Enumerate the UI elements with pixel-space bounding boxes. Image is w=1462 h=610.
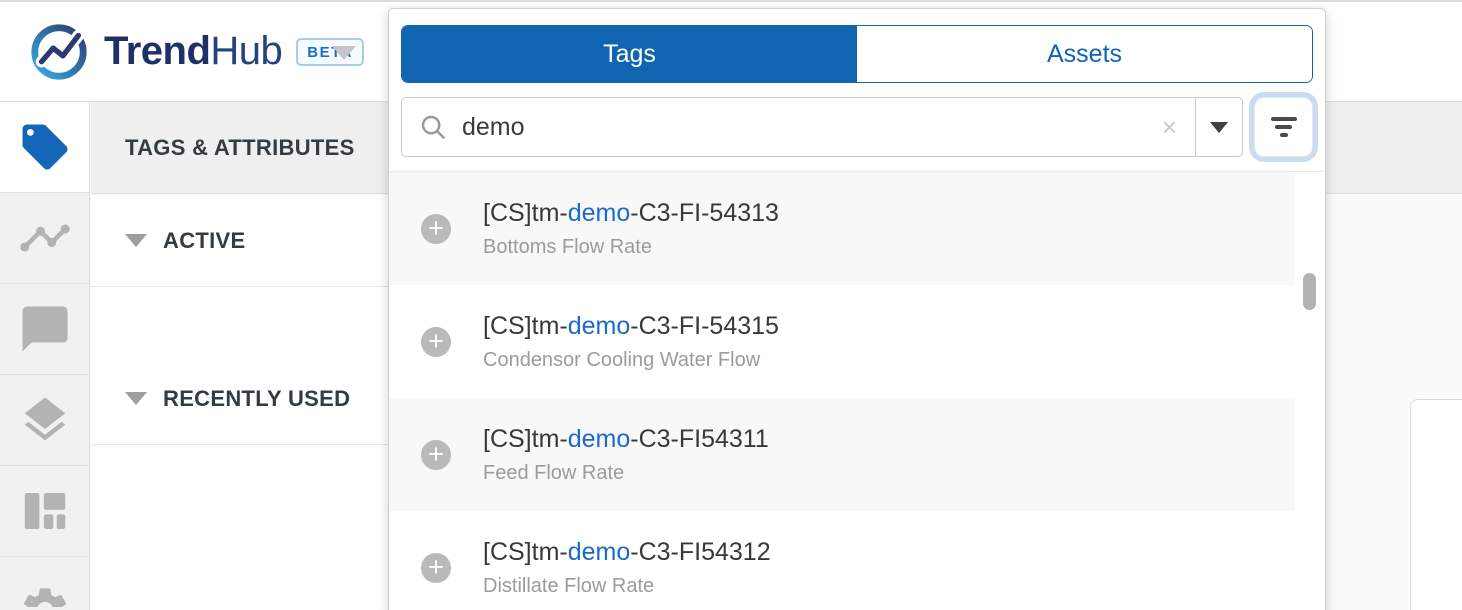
result-row[interactable]: + [CS]tm-demo-C3-FI54312 Distillate Flow… xyxy=(389,511,1295,610)
sidebar-item-tags[interactable] xyxy=(0,102,89,193)
panel-title: TAGS & ATTRIBUTES xyxy=(125,134,355,160)
background-card xyxy=(1410,399,1462,610)
divider xyxy=(389,171,1325,172)
layers-icon xyxy=(24,397,65,441)
search-icon xyxy=(421,115,446,140)
trend-icon xyxy=(19,224,70,252)
search-match-highlight: demo xyxy=(567,198,631,227)
add-tag-button[interactable]: + xyxy=(421,326,451,357)
brand-name-light: Hub xyxy=(210,29,283,73)
clear-search-icon[interactable]: × xyxy=(1161,111,1177,142)
result-row[interactable]: + [CS]tm-demo-C3-FI-54315 Condensor Cool… xyxy=(389,285,1295,398)
tag-name: [CS]tm-demo-C3-FI-54313 xyxy=(483,198,779,227)
beta-badge: BETA xyxy=(296,37,365,66)
add-tag-button[interactable]: + xyxy=(421,439,451,470)
filter-button[interactable] xyxy=(1254,97,1313,157)
sidebar-item-settings[interactable] xyxy=(0,557,89,607)
trendhub-logo-icon xyxy=(31,23,87,80)
section-recently-used[interactable]: RECENTLY USED xyxy=(91,353,388,445)
brand-dropdown-chevron-icon[interactable] xyxy=(332,46,356,60)
tag-description: Condensor Cooling Water Flow xyxy=(483,348,761,371)
trendhub-logo: TrendHub BETA xyxy=(28,21,365,83)
chevron-down-icon xyxy=(125,392,147,405)
tag-icon xyxy=(22,124,67,170)
section-active[interactable]: ACTIVE xyxy=(91,195,388,287)
sidebar-item-dashboard[interactable] xyxy=(0,466,89,557)
result-row[interactable]: + [CS]tm-demo-C3-FI54311 Feed Flow Rate xyxy=(389,398,1295,511)
sidebar-item-trends[interactable] xyxy=(0,193,89,284)
tag-name: [CS]tm-demo-C3-FI54311 xyxy=(483,424,769,453)
filter-icon xyxy=(1270,117,1297,121)
tab-assets[interactable]: Assets xyxy=(857,26,1312,82)
tag-description: Feed Flow Rate xyxy=(483,461,625,484)
tags-attributes-panel: ACTIVE RECENTLY USED xyxy=(91,195,388,610)
tag-description: Bottoms Flow Rate xyxy=(483,235,652,258)
search-dropdown-toggle[interactable] xyxy=(1196,121,1242,133)
add-tag-button[interactable]: + xyxy=(421,552,451,583)
chevron-down-icon xyxy=(125,234,147,247)
brand-name: TrendHub xyxy=(104,29,283,74)
tag-search-popover: Tags Assets × + xyxy=(388,8,1326,610)
tag-name: [CS]tm-demo-C3-FI54312 xyxy=(483,537,771,566)
section-active-content xyxy=(91,287,388,353)
search-row: × xyxy=(401,97,1313,157)
tag-description: Distillate Flow Rate xyxy=(483,574,655,597)
tag-name: [CS]tm-demo-C3-FI-54315 xyxy=(483,311,779,340)
search-match-highlight: demo xyxy=(567,311,631,340)
tab-tags[interactable]: Tags xyxy=(402,26,857,82)
brand-name-bold: Trend xyxy=(104,29,211,73)
divider xyxy=(1195,98,1196,156)
section-recently-used-label: RECENTLY USED xyxy=(163,385,351,411)
caret-down-icon xyxy=(1210,121,1228,133)
sidebar-item-comments[interactable] xyxy=(0,284,89,375)
result-row[interactable]: + [CS]tm-demo-C3-FI-54313 Bottoms Flow R… xyxy=(389,172,1295,285)
icon-sidebar xyxy=(0,102,90,610)
list-scrollbar-thumb[interactable] xyxy=(1303,273,1316,310)
search-results: + [CS]tm-demo-C3-FI-54313 Bottoms Flow R… xyxy=(389,172,1325,610)
search-input[interactable] xyxy=(462,112,1144,142)
section-active-label: ACTIVE xyxy=(163,227,246,253)
add-tag-button[interactable]: + xyxy=(421,213,451,244)
dashboard-icon xyxy=(24,493,65,529)
search-match-highlight: demo xyxy=(567,537,631,566)
search-box: × xyxy=(401,97,1243,157)
settings-icon xyxy=(23,588,66,607)
search-match-highlight: demo xyxy=(567,424,631,453)
sidebar-item-layers[interactable] xyxy=(0,375,89,466)
comment-icon xyxy=(22,306,67,352)
popover-tabs: Tags Assets xyxy=(401,25,1313,83)
